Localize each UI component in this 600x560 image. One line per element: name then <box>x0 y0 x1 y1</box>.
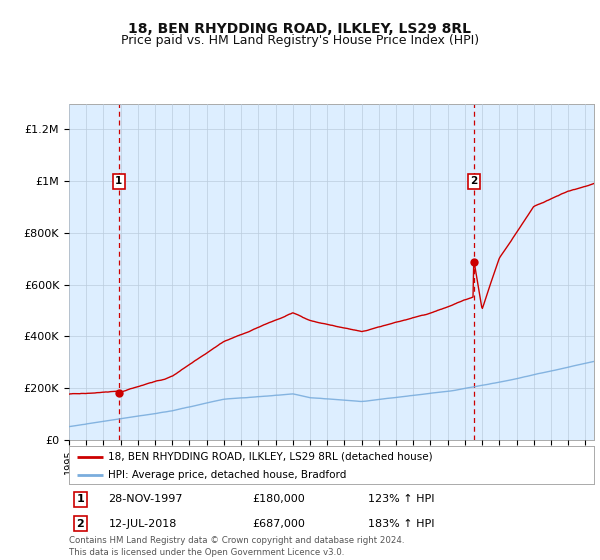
Text: Contains HM Land Registry data © Crown copyright and database right 2024.
This d: Contains HM Land Registry data © Crown c… <box>69 536 404 557</box>
Text: 12-JUL-2018: 12-JUL-2018 <box>109 519 177 529</box>
Text: 123% ↑ HPI: 123% ↑ HPI <box>368 494 435 505</box>
Text: 2: 2 <box>76 519 84 529</box>
Text: 18, BEN RHYDDING ROAD, ILKLEY, LS29 8RL (detached house): 18, BEN RHYDDING ROAD, ILKLEY, LS29 8RL … <box>109 452 433 462</box>
Text: 1: 1 <box>115 176 122 186</box>
Text: HPI: Average price, detached house, Bradford: HPI: Average price, detached house, Brad… <box>109 470 347 480</box>
Text: £687,000: £687,000 <box>253 519 305 529</box>
Text: 183% ↑ HPI: 183% ↑ HPI <box>368 519 435 529</box>
Text: 18, BEN RHYDDING ROAD, ILKLEY, LS29 8RL: 18, BEN RHYDDING ROAD, ILKLEY, LS29 8RL <box>128 22 472 36</box>
Text: £180,000: £180,000 <box>253 494 305 505</box>
Text: 28-NOV-1997: 28-NOV-1997 <box>109 494 183 505</box>
Text: Price paid vs. HM Land Registry's House Price Index (HPI): Price paid vs. HM Land Registry's House … <box>121 34 479 46</box>
Text: 1: 1 <box>76 494 84 505</box>
Text: 2: 2 <box>470 176 478 186</box>
